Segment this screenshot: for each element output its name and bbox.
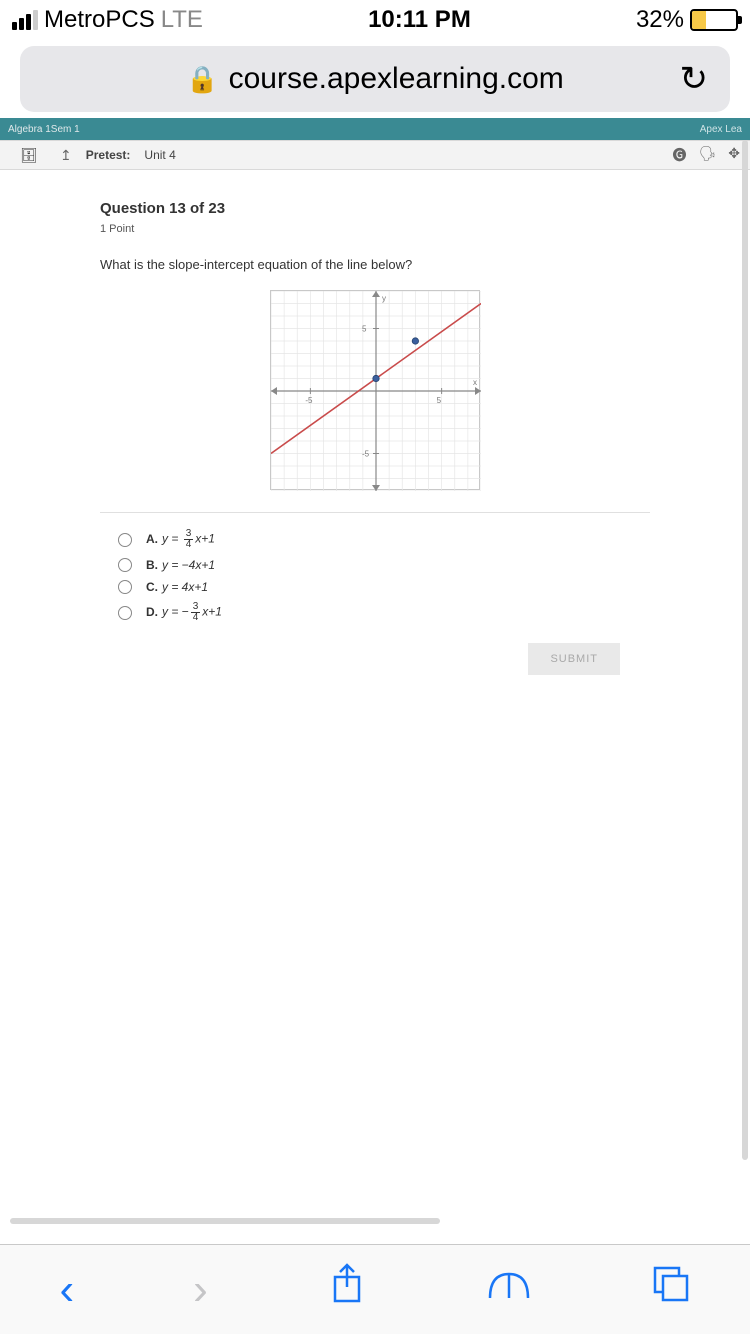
choice-c[interactable]: C.y = 4x+1 <box>100 580 650 594</box>
up-arrow-icon[interactable]: ↥ <box>60 147 72 164</box>
svg-text:x: x <box>473 378 477 387</box>
choice-text: D.y = −34x+1 <box>146 602 222 623</box>
question-prompt: What is the slope-intercept equation of … <box>100 257 650 272</box>
battery-percent: 32% <box>636 6 684 34</box>
graph-container: x y -5 5 -5 5 <box>100 290 650 490</box>
audio-icon[interactable]: 🗣 <box>698 145 716 165</box>
vertical-scrollbar[interactable] <box>742 140 748 1160</box>
divider <box>100 512 650 513</box>
svg-text:-5: -5 <box>305 396 313 405</box>
choice-text: A.y = 34x+1 <box>146 529 215 550</box>
tabs-icon[interactable] <box>651 1264 691 1315</box>
url-text: course.apexlearning.com <box>229 62 564 96</box>
browser-toolbar: ‹ › <box>0 1244 750 1334</box>
lock-icon: 🔒 <box>186 64 218 95</box>
signal-icon <box>12 10 38 30</box>
radio-icon[interactable] <box>118 533 132 547</box>
bookmarks-icon[interactable] <box>486 1265 532 1315</box>
breadcrumb-bar: 🗄 ↥ Pretest: Unit 4 🅖 🗣 ✥ <box>0 140 750 170</box>
radio-icon[interactable] <box>118 558 132 572</box>
horizontal-scrollbar[interactable] <box>10 1218 440 1224</box>
svg-text:-5: -5 <box>362 450 370 459</box>
clock: 10:11 PM <box>368 6 471 34</box>
breadcrumb-label: Pretest: <box>86 148 131 162</box>
share-icon[interactable] <box>327 1261 367 1318</box>
question-panel: Question 13 of 23 1 Point What is the sl… <box>0 170 750 675</box>
translate-icon[interactable]: 🅖 <box>672 145 686 165</box>
status-bar: MetroPCS LTE 10:11 PM 32% <box>0 0 750 40</box>
submit-button[interactable]: SUBMIT <box>528 643 620 675</box>
content-area: Question 13 of 23 1 Point What is the sl… <box>0 170 750 1230</box>
back-icon[interactable]: ‹ <box>59 1265 74 1315</box>
brand-fragment: Apex Lea <box>700 124 742 135</box>
course-header-strip: Algebra 1Sem 1 Apex Lea <box>0 118 750 140</box>
svg-text:5: 5 <box>437 396 442 405</box>
choice-text: B.y = −4x+1 <box>146 558 215 572</box>
graph: x y -5 5 -5 5 <box>270 290 480 490</box>
status-left: MetroPCS LTE <box>12 6 203 34</box>
carrier-label: MetroPCS <box>44 6 155 34</box>
question-title: Question 13 of 23 <box>100 200 650 217</box>
radio-icon[interactable] <box>118 606 132 620</box>
forward-icon[interactable]: › <box>193 1265 208 1315</box>
svg-text:y: y <box>382 294 386 303</box>
url-bar[interactable]: 🔒 course.apexlearning.com ↻ <box>20 46 730 112</box>
course-name-fragment: Algebra 1Sem 1 <box>8 124 80 135</box>
reload-icon[interactable]: ↻ <box>680 59 709 99</box>
choice-text: C.y = 4x+1 <box>146 580 208 594</box>
briefcase-icon[interactable]: 🗄 <box>20 147 38 164</box>
radio-icon[interactable] <box>118 580 132 594</box>
choices-list: A.y = 34x+1 B.y = −4x+1 C.y = 4x+1 D.y = −3… <box>100 529 650 623</box>
choice-a[interactable]: A.y = 34x+1 <box>100 529 650 550</box>
choice-b[interactable]: B.y = −4x+1 <box>100 558 650 572</box>
network-label: LTE <box>161 6 203 34</box>
battery-icon <box>690 9 738 31</box>
question-points: 1 Point <box>100 223 650 235</box>
svg-text:5: 5 <box>362 325 367 334</box>
status-right: 32% <box>636 6 738 34</box>
expand-icon[interactable]: ✥ <box>728 145 740 165</box>
breadcrumb-unit: Unit 4 <box>144 148 175 162</box>
choice-d[interactable]: D.y = −34x+1 <box>100 602 650 623</box>
